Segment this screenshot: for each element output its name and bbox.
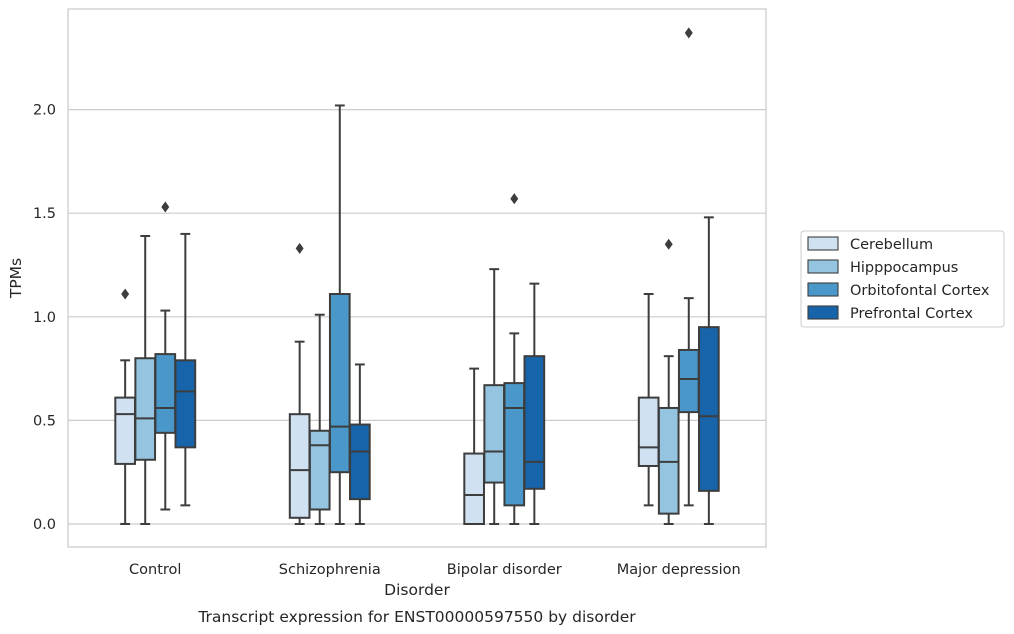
box-group <box>677 27 700 507</box>
box-group <box>698 216 720 525</box>
x-tick-label: Control <box>129 562 181 578</box>
box <box>503 382 526 507</box>
legend-label: Hipppocampus <box>850 260 958 276</box>
legend: Cerebellum Hipppocampus Orbitofontal Corte… <box>800 230 1005 328</box>
outlier-marker <box>121 288 130 300</box>
box-group <box>637 293 660 507</box>
box-group <box>483 268 506 525</box>
box-group <box>328 104 351 525</box>
box <box>349 423 371 501</box>
outlier-marker <box>161 201 170 213</box>
box-group <box>463 367 485 525</box>
outlier-marker <box>664 238 673 250</box>
legend-swatch <box>807 282 839 297</box>
box <box>657 406 680 515</box>
box <box>154 353 177 434</box>
box <box>134 357 157 461</box>
y-tick-labels: 0.0 0.5 1.0 1.5 2.0 <box>33 103 56 533</box>
x-tick-labels: Control Schizophrenia Bipolar disorder Majo… <box>129 562 741 578</box>
x-axis-label: Disorder <box>384 581 450 599</box>
outlier-marker <box>510 193 519 205</box>
box <box>698 326 720 492</box>
legend-frame <box>800 230 1005 328</box>
box-group <box>349 363 371 525</box>
legend-label: Prefrontal Cortex <box>850 306 973 322</box>
x-tick-label: Bipolar disorder <box>447 562 562 578</box>
legend-item: Cerebellum <box>807 236 933 253</box>
y-tick-label: 0.0 <box>33 517 56 533</box>
legend-swatch <box>807 305 839 320</box>
box <box>308 429 331 511</box>
box <box>677 348 700 414</box>
box <box>174 359 197 449</box>
box-group <box>503 193 526 525</box>
box <box>463 452 485 525</box>
box-group <box>154 201 177 511</box>
legend-swatch <box>807 236 839 251</box>
box <box>637 396 660 467</box>
y-tick-label: 0.5 <box>33 413 56 429</box>
y-tick-label: 1.5 <box>33 206 56 222</box>
box <box>328 293 351 474</box>
y-axis-label: TPMs <box>7 258 25 299</box>
box-group <box>174 232 197 507</box>
box-group <box>523 282 546 525</box>
y-tick-label: 1.0 <box>33 310 56 326</box>
outlier-marker <box>684 27 693 39</box>
box-group <box>288 242 311 525</box>
legend-swatch <box>807 259 839 274</box>
x-tick-label: Schizophrenia <box>279 562 381 578</box>
box-group <box>657 238 680 525</box>
legend-label: Orbitofontal Cortex <box>850 283 990 299</box>
legend-items: Cerebellum Hipppocampus Orbitofontal Corte… <box>807 236 990 322</box>
box-layer <box>114 27 720 525</box>
box <box>114 396 136 465</box>
outlier-marker <box>295 242 304 254</box>
legend-item: Hipppocampus <box>807 259 958 276</box>
y-tick-label: 2.0 <box>33 103 56 119</box>
chart-caption: Transcript expression for ENST0000059755… <box>197 608 636 626</box>
x-tick-label: Major depression <box>617 562 741 578</box>
plot-frame <box>67 8 767 548</box>
legend-item: Prefrontal Cortex <box>807 305 973 322</box>
box-group <box>114 288 136 525</box>
legend-label: Cerebellum <box>850 237 933 253</box>
box-group <box>134 234 157 525</box>
box-group <box>308 313 331 525</box>
box <box>523 355 546 490</box>
box <box>288 413 311 519</box>
legend-item: Orbitofontal Cortex <box>807 282 990 299</box>
box <box>483 384 506 484</box>
